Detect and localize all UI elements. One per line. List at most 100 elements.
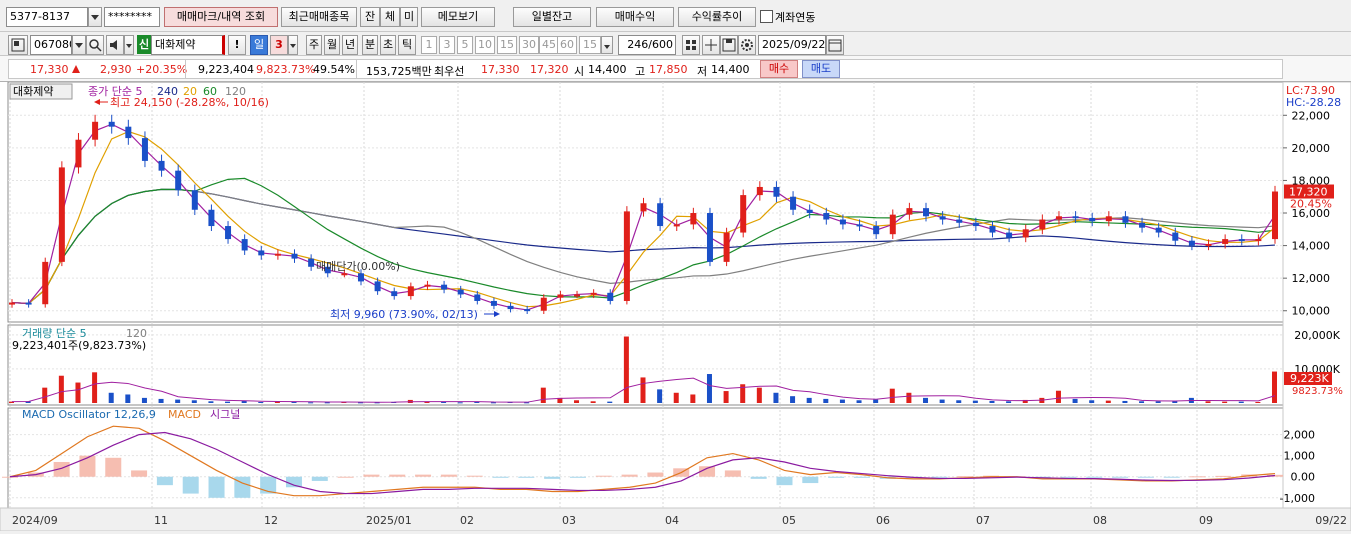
data-count-field[interactable]: 246/600 bbox=[618, 35, 676, 55]
period-year-button[interactable]: 년 bbox=[342, 35, 358, 55]
code-dropdown-button[interactable] bbox=[72, 35, 86, 55]
period-count-select[interactable]: 3 bbox=[270, 35, 288, 55]
interval-5-button[interactable]: 5 bbox=[457, 36, 473, 54]
period-dropdown-button[interactable] bbox=[288, 35, 298, 55]
candle-body bbox=[241, 239, 248, 251]
candle-body bbox=[274, 253, 281, 256]
date-tick-label: 06 bbox=[876, 514, 890, 527]
period-minute-button[interactable]: 분 bbox=[362, 35, 378, 55]
price-change: 2,930 bbox=[100, 63, 132, 76]
candle-body bbox=[574, 294, 581, 297]
candle-body bbox=[806, 209, 813, 214]
executed-button[interactable]: 체 bbox=[380, 7, 400, 27]
volume-value-tag bbox=[1284, 372, 1332, 385]
candle-body bbox=[1089, 217, 1096, 222]
period-second-button[interactable]: 초 bbox=[380, 35, 396, 55]
account-dropdown-button[interactable] bbox=[88, 7, 102, 27]
interval-10-button[interactable]: 10 bbox=[475, 36, 495, 54]
period-day-button[interactable]: 일 bbox=[250, 35, 268, 55]
low-note: 최저 9,960 (73.90%, 02/13) bbox=[330, 308, 478, 321]
date-tick-label: 02 bbox=[460, 514, 474, 527]
volume-bar bbox=[357, 402, 363, 404]
volume-bar bbox=[474, 401, 480, 403]
macd-oscillator-bar bbox=[337, 476, 354, 478]
return-trend-button[interactable]: 수익률추이 bbox=[678, 7, 756, 27]
interval-60-button[interactable]: 60 bbox=[557, 36, 577, 54]
macd-oscillator-bar bbox=[569, 476, 586, 478]
password-field[interactable]: ******** bbox=[104, 7, 160, 27]
price-tick-label: 10,000 bbox=[1292, 305, 1331, 318]
unfilled-button[interactable]: 미 bbox=[400, 7, 418, 27]
stock-chart[interactable]: 2024/09 11 12 2025/01 02 03 04 05 06 07 08 09 09/22 2… bbox=[0, 81, 1351, 532]
volume-bar bbox=[42, 387, 48, 403]
period-tick-button[interactable]: 틱 bbox=[398, 35, 416, 55]
stock-name-field[interactable]: 대화제약 bbox=[151, 35, 225, 55]
interval-30-button[interactable]: 30 bbox=[519, 36, 539, 54]
period-month-button[interactable]: 월 bbox=[324, 35, 340, 55]
current-price: 17,330 bbox=[30, 63, 69, 76]
account-select[interactable]: 5377-8137 bbox=[6, 7, 88, 27]
price-tick-label: 16,000 bbox=[1292, 207, 1331, 220]
candle-body bbox=[25, 302, 32, 305]
macd-legend: MACD bbox=[168, 408, 201, 421]
volume-bar bbox=[108, 392, 114, 403]
interval-dropdown-button[interactable] bbox=[601, 36, 613, 54]
account-toolbar: 5377-8137 ******** 매매마크/내역 조회 최근매매종목 잔 체… bbox=[0, 0, 1351, 32]
interval-select[interactable]: 15 bbox=[579, 36, 601, 54]
volume-bar bbox=[640, 377, 646, 403]
period-week-button[interactable]: 주 bbox=[306, 35, 322, 55]
account-link-checkbox[interactable] bbox=[760, 10, 773, 23]
trade-profit-button[interactable]: 매매수익 bbox=[596, 7, 674, 27]
buy-button[interactable]: 매수 bbox=[760, 60, 798, 78]
save-icon[interactable] bbox=[720, 35, 738, 55]
best-bid: 17,320 bbox=[530, 63, 569, 76]
volume-bar bbox=[1172, 400, 1178, 403]
candle-body bbox=[457, 289, 464, 295]
candle-body bbox=[590, 292, 597, 295]
macd-oscillator-bar bbox=[1215, 475, 1232, 477]
ma20-legend: 20 bbox=[183, 85, 197, 98]
interval-45-button[interactable]: 45 bbox=[539, 36, 559, 54]
candle-body bbox=[540, 297, 547, 311]
alert-button[interactable]: ! bbox=[228, 35, 246, 55]
volume-value: 9,223,404 bbox=[198, 63, 254, 76]
interval-15-button[interactable]: 15 bbox=[497, 36, 517, 54]
search-icon[interactable] bbox=[86, 35, 104, 55]
trade-mark-button[interactable]: 매매마크/내역 조회 bbox=[164, 7, 278, 27]
chevron-down-icon bbox=[290, 44, 296, 48]
chart-canvas[interactable]: 2024/09 11 12 2025/01 02 03 04 05 06 07 08 09 09/22 2… bbox=[0, 81, 1351, 532]
candle-body bbox=[972, 222, 979, 227]
crosshair-icon[interactable] bbox=[702, 35, 720, 55]
stock-code-input[interactable]: 067080 bbox=[30, 35, 72, 55]
calendar-icon[interactable] bbox=[826, 35, 844, 55]
date-input[interactable]: 2025/09/22 bbox=[758, 35, 826, 55]
grid-icon[interactable] bbox=[682, 35, 700, 55]
layout-icon[interactable] bbox=[8, 35, 28, 55]
date-tick-label: 08 bbox=[1093, 514, 1107, 527]
recent-trades-button[interactable]: 최근매매종목 bbox=[281, 7, 357, 27]
speaker-dropdown-button[interactable] bbox=[124, 35, 134, 55]
candle-body bbox=[474, 294, 481, 301]
sell-button[interactable]: 매도 bbox=[802, 60, 840, 78]
candle-body bbox=[756, 186, 763, 196]
macd-oscillator-bar bbox=[853, 476, 870, 478]
volume-last-label: 9,223K bbox=[1290, 372, 1329, 385]
gear-icon[interactable] bbox=[738, 35, 756, 55]
candle-body bbox=[92, 121, 99, 140]
stock-name-badge bbox=[9, 83, 73, 100]
data-count-total: /600 bbox=[648, 38, 673, 51]
candle-body bbox=[889, 214, 896, 235]
candle-body bbox=[657, 203, 664, 227]
interval-1-button[interactable]: 1 bbox=[421, 36, 437, 54]
high-price: 17,850 bbox=[649, 63, 688, 76]
date-tick-label: 11 bbox=[154, 514, 168, 527]
date-tick-label: 12 bbox=[264, 514, 278, 527]
volume-bar bbox=[1205, 401, 1211, 403]
speaker-icon[interactable] bbox=[106, 35, 124, 55]
best-ask: 17,330 bbox=[481, 63, 520, 76]
balance-button[interactable]: 잔 bbox=[360, 7, 380, 27]
interval-3-button[interactable]: 3 bbox=[439, 36, 455, 54]
memo-button[interactable]: 메모보기 bbox=[421, 7, 495, 27]
daily-balance-button[interactable]: 일별잔고 bbox=[513, 7, 591, 27]
candle-body bbox=[1255, 239, 1262, 242]
